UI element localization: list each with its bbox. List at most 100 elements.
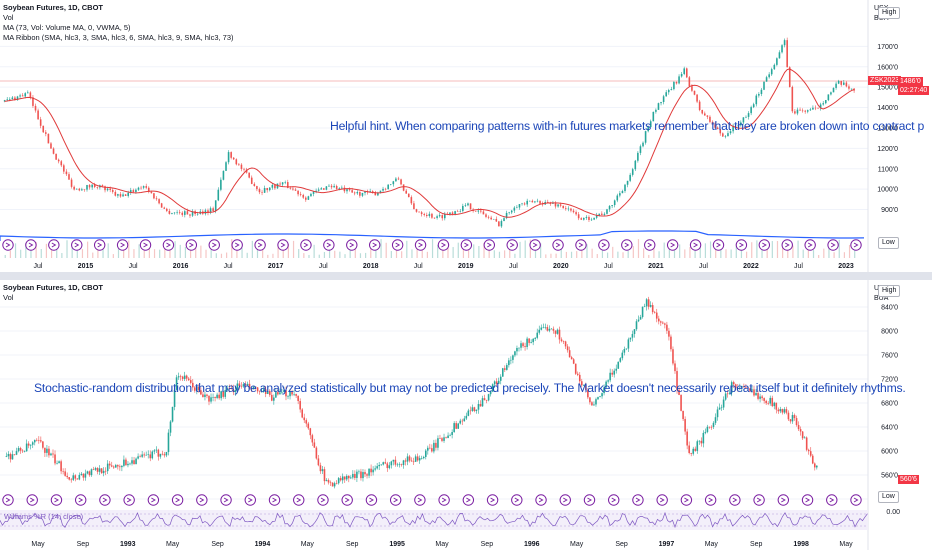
top-candle-body [716, 127, 719, 130]
top-candle-body [541, 203, 544, 205]
bottom-candle-body [439, 438, 441, 439]
top-volume-bar [40, 249, 42, 258]
bottom-candle-body [621, 352, 624, 359]
top-candle-body [812, 107, 814, 110]
top-candle-body [850, 88, 853, 90]
bottom-candle-body [479, 404, 482, 407]
bottom-event-badge [147, 494, 160, 506]
top-candle-body [552, 203, 554, 204]
top-candle-body [822, 103, 825, 105]
bottom-candle-body [370, 468, 372, 473]
bottom-candle-body [287, 396, 289, 397]
bottom-event-badge-icon [54, 497, 59, 503]
bottom-x-tick: May [435, 541, 449, 548]
bottom-candle-body [90, 469, 93, 476]
top-volume-bar [30, 244, 32, 258]
top-candle-body [647, 127, 649, 132]
top-candle-body [714, 124, 716, 128]
bottom-candle-body [487, 394, 490, 401]
top-volume-bar [498, 251, 501, 258]
top-candle-body [528, 200, 531, 202]
bottom-candle-body [362, 472, 364, 479]
top-event-badge [162, 239, 175, 251]
bottom-candle-body [68, 477, 71, 480]
top-y-tick: 900'0 [881, 207, 898, 214]
bottom-candle-body [76, 478, 79, 480]
bottom-candle-body [339, 478, 342, 481]
last-price-tag-2: 560'6 [898, 475, 919, 484]
bottom-candle-body [42, 441, 44, 448]
bottom-candle-body [374, 468, 376, 470]
top-candle-body [740, 122, 742, 126]
top-y-tick: 1100'0 [878, 166, 898, 173]
top-x-tick: 2016 [173, 263, 189, 270]
bottom-candle-body [793, 415, 796, 419]
bottom-candle-body [131, 460, 133, 464]
bottom-candle-body [191, 382, 194, 388]
bottom-event-badge-icon [538, 497, 544, 503]
bottom-candle-body [664, 323, 666, 325]
bottom-candle-body [455, 423, 457, 429]
bottom-candle-body [133, 460, 135, 465]
top-volume-bar [802, 249, 804, 258]
top-candle-body [554, 203, 557, 207]
main-chart-canvas[interactable]: 1700'0 1600'0 1500'0 1400'0 1300'0 1200'0 1100… [0, 0, 932, 272]
bottom-candle-body [266, 390, 269, 394]
bottom-candle-body [358, 471, 360, 473]
bottom-candle-body [279, 392, 281, 395]
high-label: High [878, 7, 901, 19]
bottom-candle-body [224, 390, 227, 397]
top-candle-body [310, 193, 312, 197]
bottom-event-badge-icon [708, 497, 714, 503]
bottom-candle-body [653, 312, 656, 313]
top-event-badge [804, 239, 816, 251]
top-candle-body [158, 199, 160, 204]
bottom-event-badge-icon [393, 497, 399, 503]
bottom-event-badge-icon [344, 497, 350, 503]
bottom-candle-body [783, 409, 786, 413]
bottom-candle-body [520, 343, 522, 348]
bottom-event-badge [50, 494, 63, 506]
bottom-candle-body [692, 448, 695, 454]
top-volume-bar [818, 254, 820, 258]
secondary-chart-canvas[interactable]: 840'0 800'0 760'0 720'0 680'0 640'0 600'0 560'0… [0, 280, 932, 550]
bottom-x-tick: Sep [77, 541, 90, 548]
bottom-x-tick: May [301, 541, 315, 548]
top-candle-body [258, 189, 261, 193]
bottom-candle-body [504, 368, 506, 370]
bottom-candle-body [668, 330, 670, 337]
top-event-badge [552, 239, 564, 251]
pane-divider[interactable] [0, 272, 932, 280]
top-event-badge-icon [120, 242, 126, 248]
top-candle-body [433, 217, 436, 219]
bottom-event-badge-icon [369, 497, 374, 503]
bottom-candle-body [657, 318, 660, 322]
top-candle-body [330, 185, 333, 188]
bottom-event-badge-icon [829, 497, 835, 503]
bottom-event-badge-icon [441, 497, 447, 503]
bottom-candle-body [583, 385, 585, 386]
top-candle-body [603, 213, 606, 215]
bottom-candle-body [121, 465, 123, 468]
bottom-candle-body [145, 454, 147, 456]
bottom-candle-body [795, 418, 798, 425]
top-candle-body [462, 205, 464, 211]
top-candle-body [732, 125, 734, 132]
top-volume-bar [524, 240, 526, 258]
top-candle-body [268, 187, 271, 191]
top-candle-body [806, 110, 809, 112]
top-candle-body [225, 162, 227, 171]
main-chart-pane[interactable]: 1700'0 1600'0 1500'0 1400'0 1300'0 1200'0 1100… [0, 0, 932, 272]
bottom-candle-body [214, 397, 216, 398]
bottom-candle-body [532, 338, 534, 343]
top-volume-bar [699, 244, 701, 258]
top-event-badge-icon [647, 242, 653, 248]
bottom-candle-body [753, 389, 755, 396]
top-x-tick: 2022 [743, 263, 759, 270]
top-volume-bar [117, 246, 120, 258]
secondary-chart-pane[interactable]: 840'0 800'0 760'0 720'0 680'0 640'0 600'0 560'0… [0, 280, 932, 550]
bottom-candle-body [155, 449, 158, 451]
bottom-x-tick: Sep [211, 541, 224, 548]
top-candle-body [299, 194, 302, 195]
top-candle-body [752, 104, 755, 108]
